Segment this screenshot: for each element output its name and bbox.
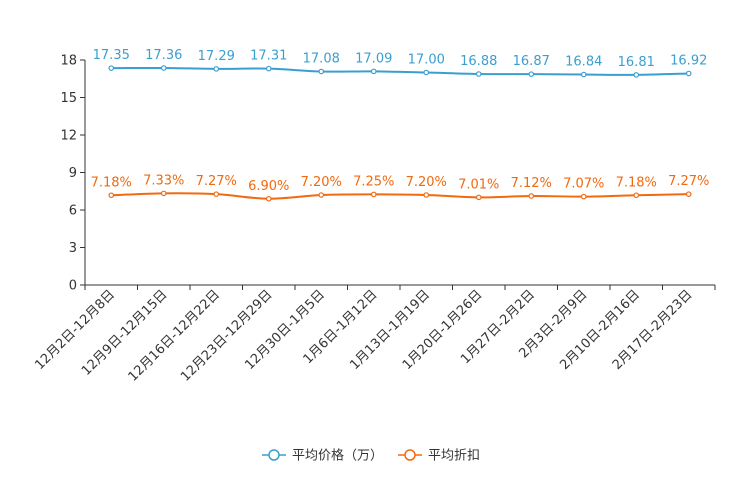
data-point: [475, 194, 482, 201]
series-line: [111, 66, 689, 76]
data-point: [160, 190, 167, 197]
data-label: 17.09: [355, 51, 392, 66]
data-label: 7.27%: [668, 174, 709, 189]
data-label: 7.18%: [616, 175, 657, 190]
data-point: [318, 68, 325, 75]
x-tick-label: 12月23日-12月29日: [178, 287, 275, 384]
data-point: [108, 192, 115, 199]
data-point: [633, 192, 640, 199]
data-point: [213, 66, 220, 72]
data-label: 7.18%: [91, 175, 132, 190]
data-label: 16.92: [670, 54, 707, 69]
data-label: 16.84: [565, 55, 602, 70]
data-point: [318, 192, 325, 198]
data-label: 16.88: [460, 54, 497, 69]
y-tick-label: 18: [60, 54, 77, 69]
data-point: [685, 191, 692, 197]
legend-item-0: 平均价格（万）: [262, 448, 383, 464]
data-point: [580, 71, 587, 78]
data-label: 7.25%: [353, 174, 394, 189]
data-label: 16.87: [513, 54, 550, 69]
data-label: 7.01%: [458, 177, 499, 192]
data-point: [160, 65, 167, 71]
legend-item-1: 平均折扣: [398, 449, 480, 464]
y-tick-label: 0: [69, 279, 77, 294]
y-tick-label: 9: [69, 166, 77, 181]
series-1: 7.18% 7.33% 7.27% 6.90% 7.20% 7.25% 7.20% 7.01%…: [91, 173, 709, 202]
data-point: [213, 191, 220, 197]
chart-legend: 平均价格（万） 平均折扣: [262, 448, 480, 464]
y-tick-label: 6: [69, 204, 77, 219]
legend-marker-icon: [404, 449, 416, 461]
data-point: [423, 69, 430, 76]
data-point: [685, 70, 692, 77]
data-point: [370, 191, 377, 198]
data-label: 17.29: [198, 49, 235, 64]
data-label: 17.35: [93, 48, 130, 63]
legend-label: 平均价格（万）: [292, 448, 383, 464]
data-point: [370, 68, 377, 75]
data-point: [528, 71, 535, 77]
data-point: [475, 71, 482, 77]
data-point: [528, 193, 535, 199]
chart-series: 17.35 17.36 17.29 17.31 17.08 17.09 17.00 16.88…: [91, 48, 709, 202]
legend-marker-icon: [268, 449, 280, 461]
y-tick-label: 3: [69, 241, 77, 256]
data-label: 7.27%: [196, 174, 237, 189]
data-label: 7.33%: [143, 173, 184, 188]
data-point: [265, 195, 272, 202]
legend-label: 平均折扣: [428, 449, 480, 464]
data-point: [265, 65, 272, 72]
data-label: 6.90%: [248, 179, 289, 194]
data-point: [423, 192, 430, 198]
data-point: [108, 65, 115, 71]
y-tick-label: 15: [60, 91, 77, 106]
data-label: 16.81: [618, 55, 655, 70]
data-label: 17.00: [408, 53, 445, 68]
series-0: 17.35 17.36 17.29 17.31 17.08 17.09 17.00 16.88…: [93, 48, 707, 78]
data-point: [633, 72, 640, 78]
data-label: 7.12%: [511, 176, 552, 191]
data-label: 17.36: [145, 48, 182, 63]
series-line: [111, 192, 689, 200]
y-tick-label: 12: [60, 129, 77, 144]
data-label: 17.31: [250, 49, 287, 64]
x-tick-label: 12月16日-12月22日: [126, 287, 223, 384]
data-label: 7.07%: [563, 177, 604, 192]
data-point: [580, 193, 587, 200]
data-label: 7.20%: [301, 175, 342, 190]
data-label: 7.20%: [406, 175, 447, 190]
chart-axes: 036912151812月2日-12月8日12月9日-12月15日12月16日-…: [32, 54, 716, 385]
data-label: 17.08: [303, 52, 340, 67]
